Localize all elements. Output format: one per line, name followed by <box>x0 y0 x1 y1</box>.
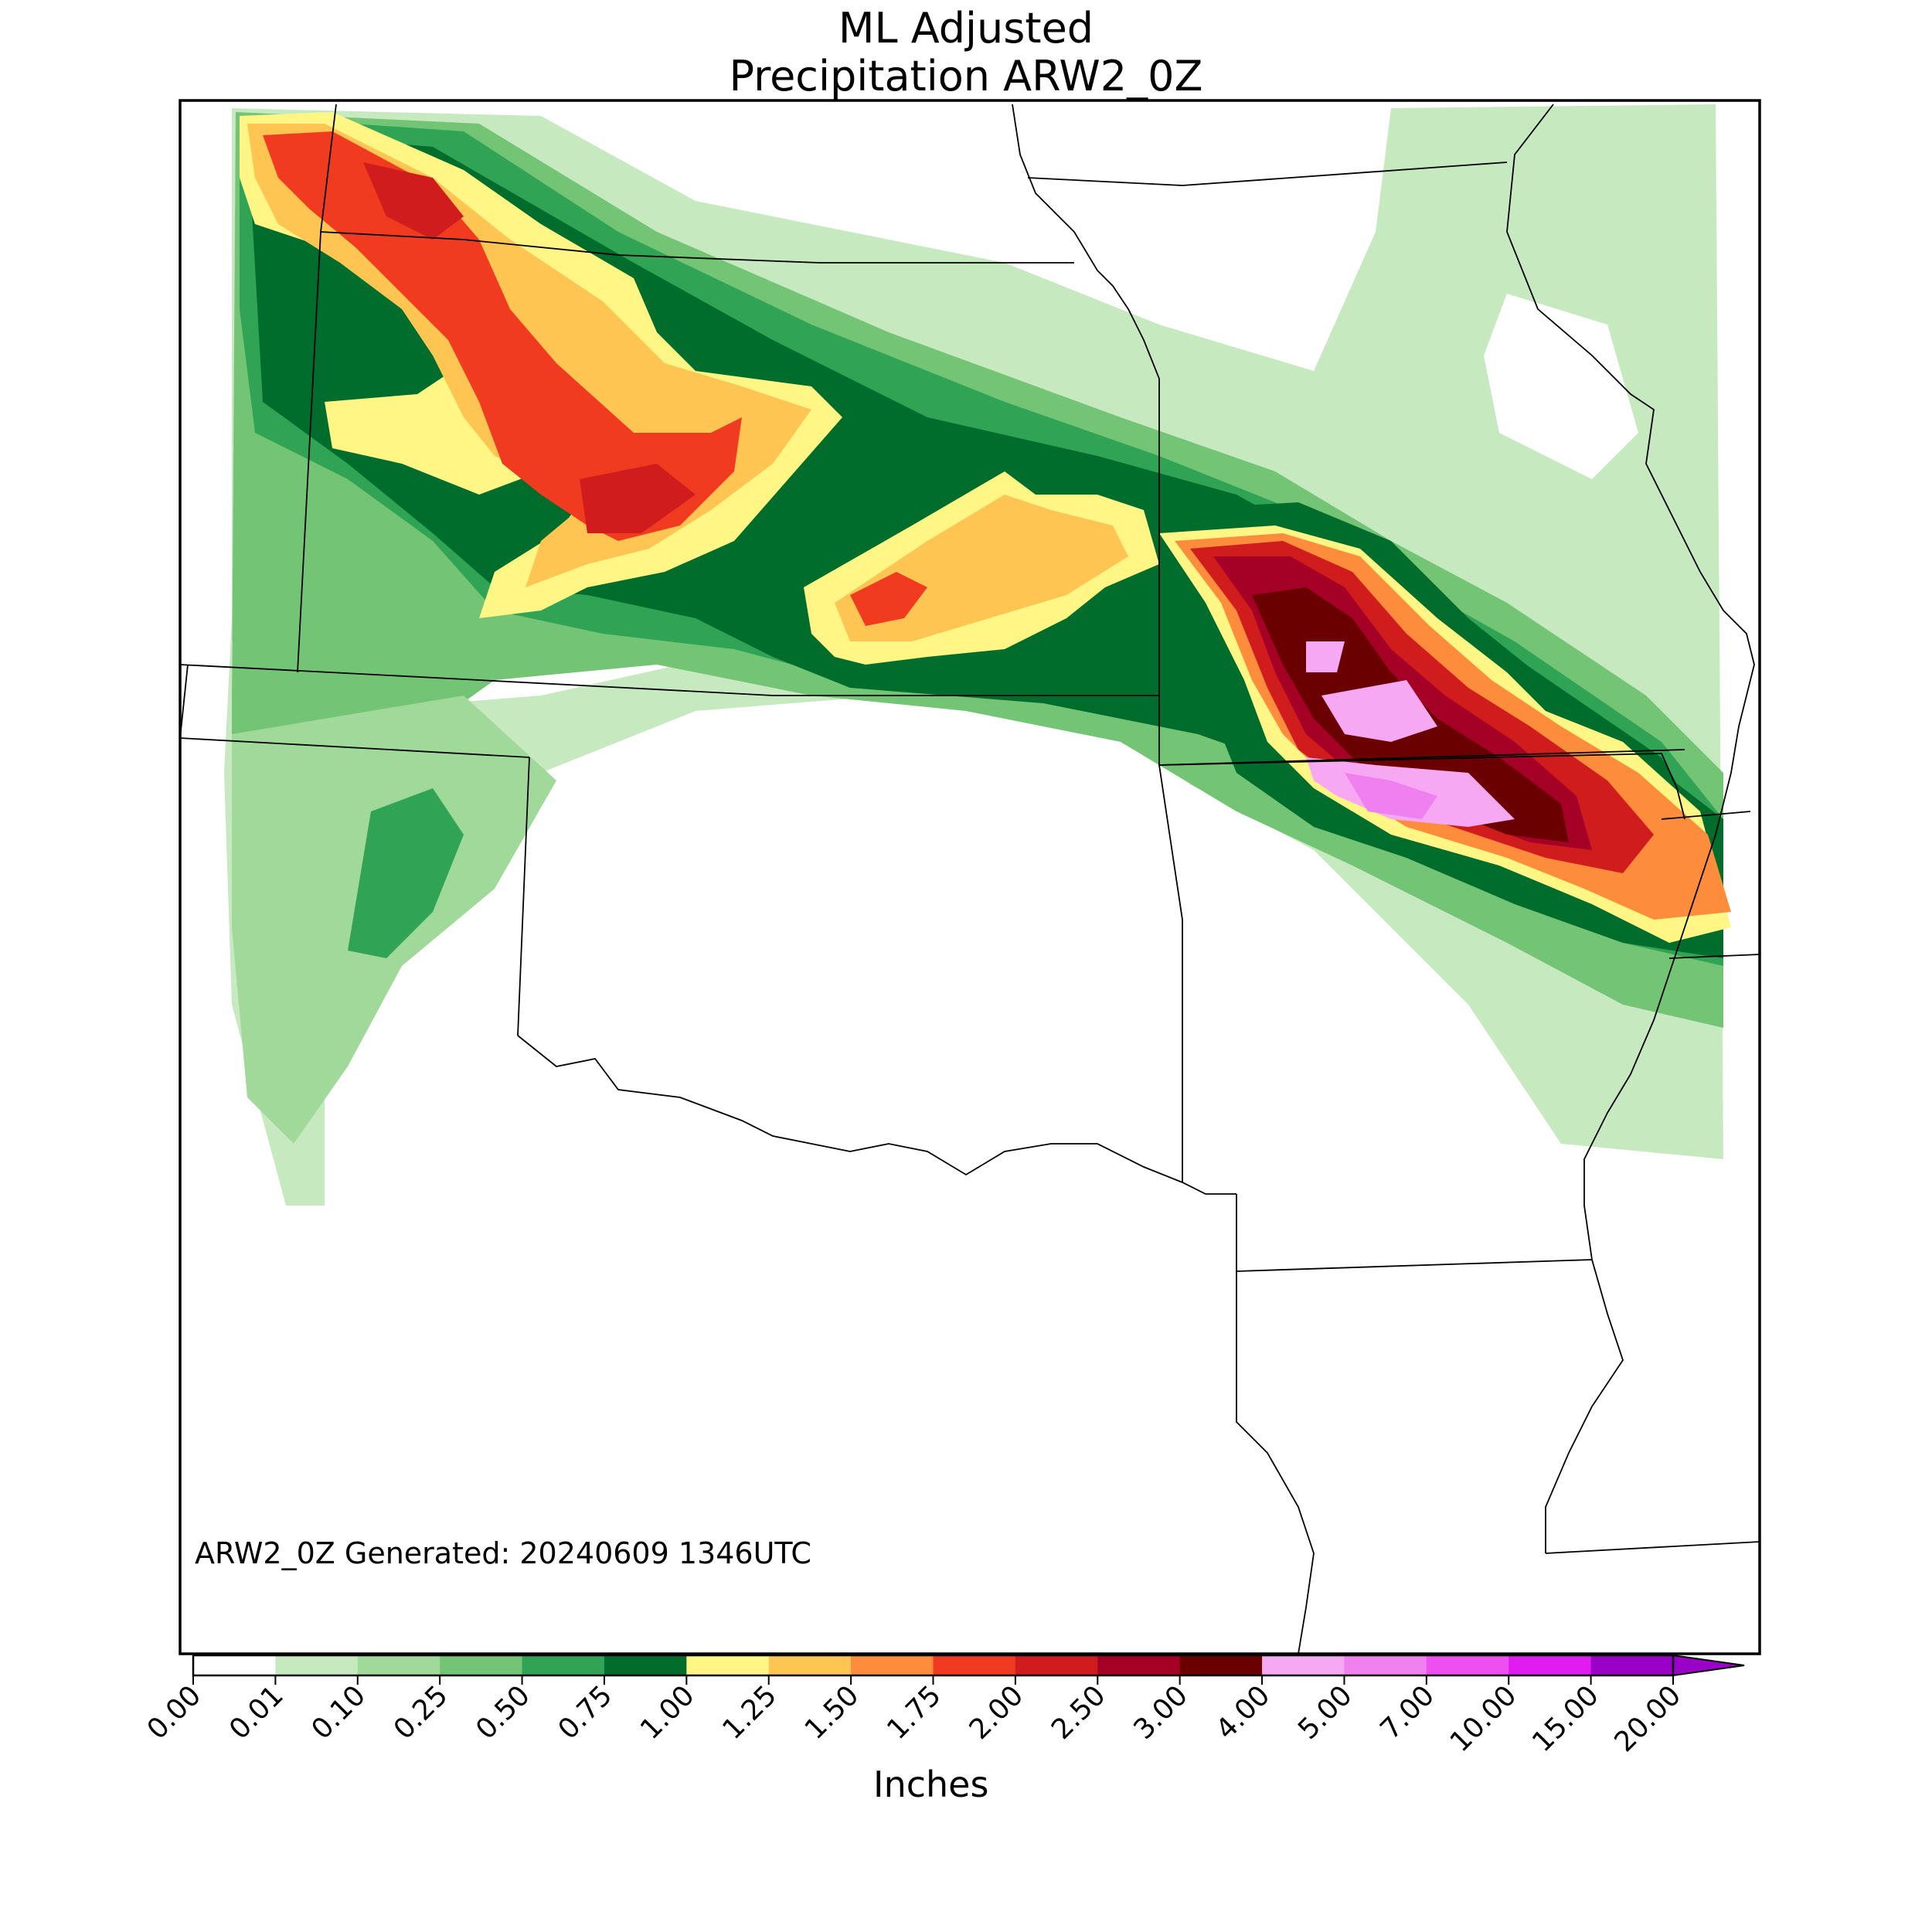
colorbar-swatch <box>1426 1655 1509 1675</box>
colorbar-tick-label: 0.00 <box>141 1679 208 1746</box>
colorbar-tick-label: 1.25 <box>716 1679 783 1746</box>
colorbar-tick-label: 20.00 <box>1608 1679 1687 1758</box>
colorbar-tick-label: 0.01 <box>223 1679 290 1746</box>
border-mississippi-river <box>1506 104 1755 1553</box>
colorbar-tick-label: 5.00 <box>1292 1679 1359 1746</box>
colorbar-tick-label: 1.75 <box>881 1679 947 1746</box>
colorbar-tick-label: 0.50 <box>470 1679 536 1746</box>
border-missouri-river-ne <box>1012 104 1160 379</box>
border-la-ar <box>1545 1541 1760 1554</box>
border-red-river <box>517 1035 1236 1195</box>
colorbar-swatch <box>851 1655 934 1675</box>
colorbar-swatch <box>193 1655 276 1675</box>
colorbar-swatch <box>686 1655 770 1675</box>
colorbar <box>192 1654 1745 1677</box>
colorbar-swatch <box>1015 1655 1098 1675</box>
colorbar-swatch <box>275 1655 359 1675</box>
precip-magenta-se <box>1345 773 1437 819</box>
border-ok-ar <box>1236 1259 1593 1272</box>
map-frame <box>179 99 1761 1655</box>
colorbar-swatch <box>357 1655 440 1675</box>
border-kansas-missouri-east <box>1158 753 1685 820</box>
colorbar-tick-label: 0.25 <box>388 1679 454 1746</box>
state-borders <box>179 104 1760 1655</box>
colorbar-swatch <box>1344 1655 1427 1675</box>
precip-red-nw <box>263 131 742 541</box>
colorbar-swatch <box>1179 1655 1263 1675</box>
colorbar-swatch <box>1097 1655 1181 1675</box>
map-title: ML Adjusted Precipitation ARW2_0Z <box>0 5 1932 100</box>
border-nebraska-kansas <box>179 664 1159 696</box>
colorbar-swatch <box>440 1655 523 1675</box>
colorbar-tick-label: 4.00 <box>1210 1679 1277 1746</box>
border-sd-nebraska <box>320 231 1074 264</box>
title-line-2: Precipitation ARW2_0Z <box>729 52 1203 100</box>
colorbar-swatch <box>1590 1655 1674 1675</box>
colorbar-tick-label: 2.50 <box>1046 1679 1112 1746</box>
border-ar-tx <box>1236 1194 1315 1655</box>
precipitation-field <box>224 104 1731 1206</box>
colorbar-swatch <box>522 1655 605 1675</box>
colorbar-label: Inches <box>873 1764 989 1805</box>
colorbar-swatch <box>1262 1655 1345 1675</box>
precip-sw-darker <box>348 788 464 958</box>
precip-gap-center <box>773 711 1206 819</box>
colorbar-tick-label: 10.00 <box>1444 1679 1523 1758</box>
colorbar-tick-label: 7.00 <box>1375 1679 1441 1746</box>
colorbar-tick-label: 1.50 <box>799 1679 866 1746</box>
colorbar-tick-label: 15.00 <box>1526 1679 1605 1758</box>
border-iowa-illinois <box>1661 811 1751 820</box>
border-mo-ar <box>1668 954 1760 959</box>
colorbar-tick-label: 0.75 <box>553 1679 619 1746</box>
colorbar-swatch <box>933 1655 1016 1675</box>
colorbar-tick-label: 3.00 <box>1128 1679 1194 1746</box>
border-ok-panhandle-west <box>517 757 530 1036</box>
generated-timestamp: ARW2_0Z Generated: 20240609 1346UTC <box>195 1536 811 1570</box>
border-missouri-west <box>1158 379 1183 1182</box>
title-line-1: ML Adjusted <box>838 4 1094 53</box>
colorbar-swatch <box>768 1655 852 1675</box>
precip-crimson-nw <box>363 162 696 533</box>
colorbar-tick-label: 1.00 <box>634 1679 701 1746</box>
colorbar-tick-label: 2.00 <box>964 1679 1030 1746</box>
colorbar-ticks: 0.00 0.01 0.10 0.25 0.50 0.75 1.00 1.25 1.50 1.75… <box>141 1675 1687 1758</box>
colorbar-extend-arrow <box>1672 1654 1745 1677</box>
precip-gap-north <box>1484 294 1638 479</box>
border-iowa-mo <box>1027 162 1508 186</box>
colorbar-tick-label: 0.10 <box>305 1679 372 1746</box>
colorbar-swatch <box>604 1655 687 1675</box>
border-colorado-kansas-sw <box>179 737 530 758</box>
colorbar-swatch <box>1509 1655 1592 1675</box>
precip-red-central <box>850 572 927 626</box>
